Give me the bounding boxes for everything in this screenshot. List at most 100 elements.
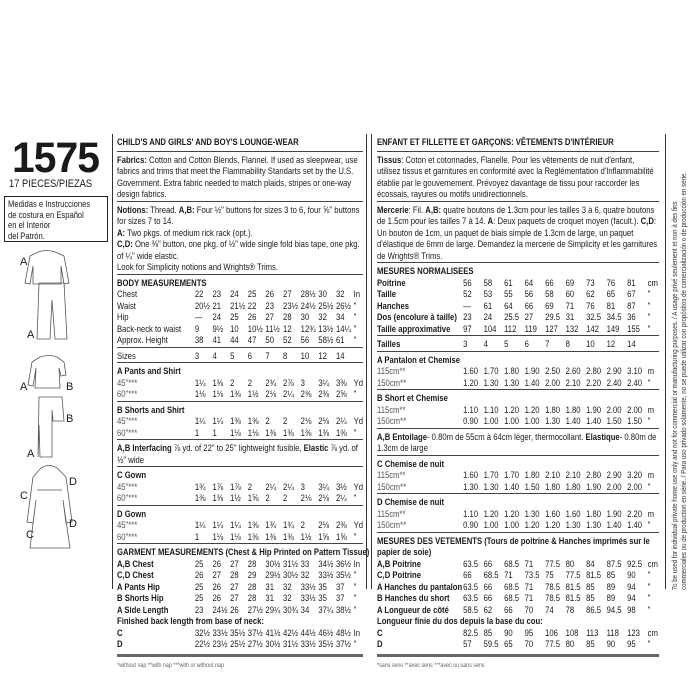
cell-value: 31: [565, 311, 575, 322]
unit: ": [647, 580, 651, 592]
divider: [377, 389, 660, 390]
cell-value: 2.20: [627, 507, 643, 519]
cell-value: 1.60: [463, 365, 479, 376]
footnote: *sans sens **avec sens ***avec ou sans s…: [377, 661, 485, 669]
cell-value: 132: [565, 322, 579, 334]
cell-value: 1.90: [586, 480, 602, 492]
cell-value: 63.5: [463, 580, 479, 592]
row-label: 45"***: [117, 415, 138, 426]
cell-value: 30: [318, 288, 327, 299]
cell-value: 6: [524, 338, 529, 349]
unit: m: [647, 365, 655, 376]
cell-value: 81.5: [586, 569, 602, 580]
cell-value: 86.5: [586, 603, 602, 615]
row-label: Hip: [117, 311, 129, 322]
cell-value: 37½: [335, 638, 351, 649]
paragraph-label: Elastique: [585, 430, 620, 442]
cell-value: 85: [586, 592, 595, 603]
table-row: Back-neck to waist 9 9½ 10 10½ 11½ 12 12¾ 13½ 14¼…: [117, 323, 363, 335]
row-label: 150cm**: [377, 415, 407, 426]
unit: cm: [647, 557, 658, 569]
cell-value: 1⅛: [230, 530, 241, 542]
cell-value: 1.50: [524, 480, 540, 492]
cell-value: 95: [627, 638, 636, 649]
unit: ": [647, 569, 651, 580]
cell-value: 1.40: [627, 519, 643, 530]
table-row: 115cm** 1.60 1.70 1.80 1.90 2.50 2.60 2.80 2.90 3…: [377, 365, 659, 377]
cell-value: 85: [483, 626, 493, 638]
paragraph-label: A: [487, 215, 494, 226]
divider: [371, 134, 372, 589]
cell-value: 1.80: [545, 403, 561, 415]
cell-value: 78.5: [545, 580, 561, 592]
unit: ": [647, 322, 651, 334]
cell-value: 13½: [318, 322, 334, 334]
view-label: D: [69, 518, 77, 530]
cell-value: 37: [335, 592, 345, 603]
cell-value: 38½: [335, 603, 351, 615]
cell-value: 34: [300, 603, 310, 615]
cell-value: 2.10: [565, 469, 581, 480]
cell-value: 61: [483, 299, 493, 311]
table-row: Poitrine 56 58 61 64 66 69 73 76 81 cm: [377, 277, 659, 289]
table-row: A Side Length 23 24½ 26 27½ 29¼ 30¾ 34 37¼ 38½ ": [117, 604, 363, 616]
row-label: Taille approximative: [377, 322, 451, 334]
unit: m: [647, 469, 655, 480]
cell-value: 12¾: [300, 322, 316, 334]
cell-value: 1⅛: [194, 388, 206, 399]
divider: [117, 504, 363, 506]
paragraph-text: Thread.: [148, 203, 179, 215]
cell-value: 3½: [335, 480, 347, 492]
cell-value: 84: [586, 557, 595, 569]
cell-value: 3: [194, 349, 200, 361]
row-label: D: [377, 638, 383, 649]
cell-value: 66: [504, 603, 513, 615]
row-label: A,B Poitrine: [377, 557, 421, 569]
cell-value: 30¾: [283, 603, 299, 615]
unit: ": [647, 592, 651, 603]
unit: cm: [647, 626, 658, 638]
cell-value: 7: [265, 349, 270, 361]
cell-value: 1.00: [524, 415, 540, 426]
cell-value: 1.50: [627, 415, 643, 426]
cell-value: 57: [463, 638, 472, 649]
cell-value: 1.20: [483, 507, 499, 519]
cell-value: 1.20: [504, 507, 520, 519]
row-label: 115cm**: [377, 469, 406, 480]
cell-value: 80: [565, 557, 575, 569]
cell-value: 2⅜: [335, 519, 347, 530]
cell-value: 31½: [283, 638, 299, 649]
cell-value: 30½: [265, 557, 281, 569]
cell-value: 28: [283, 311, 292, 322]
cell-value: 1⅝: [247, 492, 259, 503]
paragraph-label: A,B:: [178, 203, 195, 215]
cell-value: 58: [483, 276, 493, 288]
paragraph: Fabrics: Cotton and Cotton Blends, Flann…: [117, 154, 363, 200]
cell-value: 23: [463, 311, 472, 322]
cell-value: 81.5: [565, 592, 581, 603]
cell-value: 26: [212, 557, 222, 569]
view-label: A: [27, 329, 35, 341]
cell-value: 8: [283, 349, 288, 361]
cell-value: 1¼: [194, 376, 206, 388]
cell-value: 1¼: [212, 519, 224, 530]
cell-value: 90: [606, 638, 616, 649]
cell-value: 81: [627, 276, 636, 288]
cell-value: 1.80: [504, 365, 520, 376]
paragraph-text: : Deux paquets de croquet moyen (facult.…: [493, 215, 641, 226]
cell-value: 2⅛: [265, 388, 277, 399]
cell-value: 2: [283, 492, 288, 503]
divider: [377, 350, 660, 352]
cell-value: 90: [627, 569, 636, 580]
cell-value: 1⅛: [212, 388, 224, 399]
cell-value: 2¾: [265, 376, 277, 388]
cell-value: 27: [265, 311, 274, 322]
cell-value: 1.40: [586, 415, 602, 426]
cell-value: 25: [194, 592, 204, 603]
unit: ": [353, 334, 357, 345]
table-row: Waist 20½ 21 21½ 22 23 23½ 24½ 25½ 26½ ": [117, 300, 363, 312]
cell-value: 2¼: [335, 492, 347, 503]
cell-value: 41½: [265, 626, 281, 638]
divider: [377, 150, 660, 152]
cell-value: 30: [300, 311, 310, 322]
